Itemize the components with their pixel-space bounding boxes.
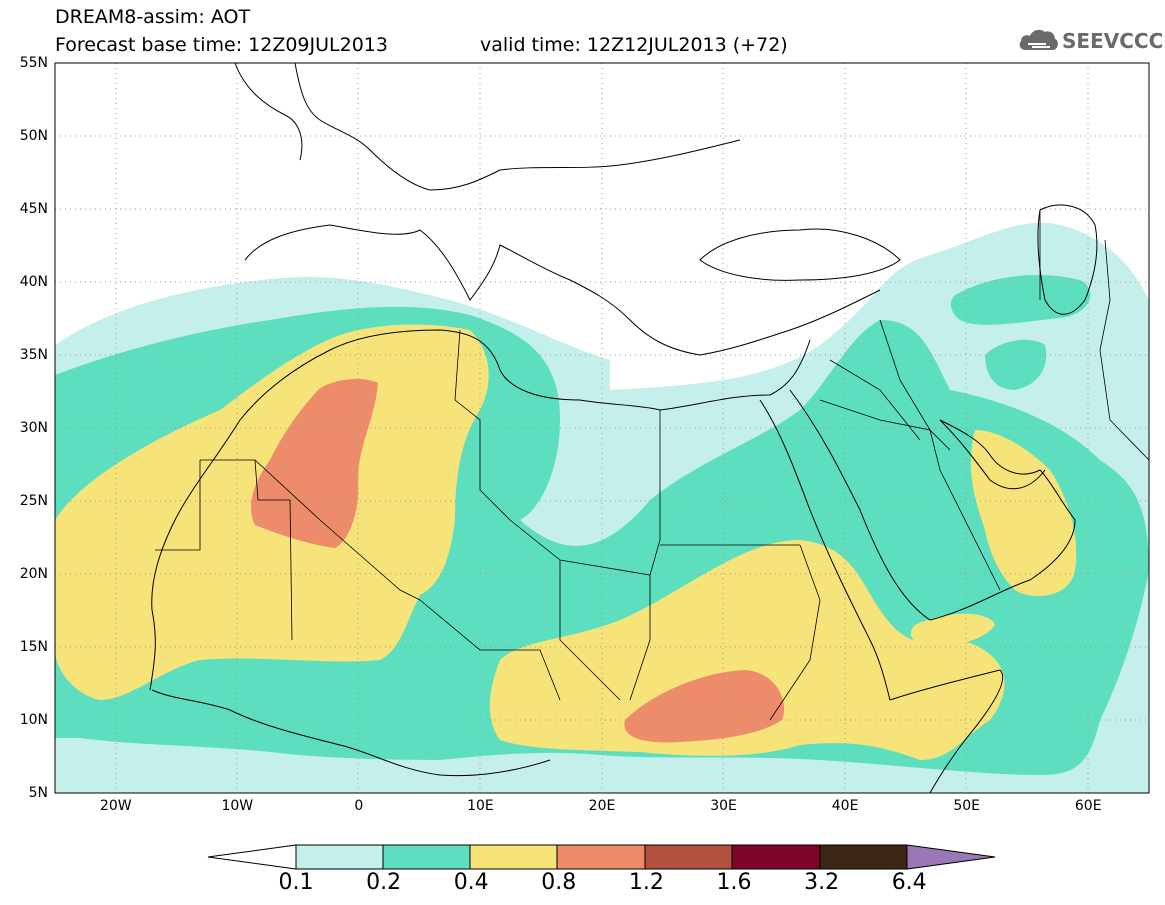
lat-tick-label: 35N [19,347,48,363]
lon-tick-label: 10E [467,798,494,814]
lon-tick-label: 60E [1074,798,1102,814]
lat-tick-label: 20N [19,566,48,582]
colorbar-bin-1.2-1.6 [644,844,733,870]
lat-tick-label: 5N [28,785,48,801]
lon-tick-label: 10W [221,798,254,814]
colorbar-tick-label: 3.2 [804,870,840,895]
country-borders [155,210,1149,721]
lat-tick-label: 50N [19,128,48,144]
lat-tick-label: 30N [19,420,48,436]
colorbar-bin-0.8-1.2 [556,844,646,870]
lat-tick-label: 25N [19,493,48,509]
colorbar-over-triangle [906,844,996,870]
lon-tick-label: 50E [953,798,980,814]
colorbar-tick-label: 1.6 [716,870,752,895]
colorbar-tick-label: 6.4 [891,870,927,895]
colorbar-tick-label: 0.4 [453,870,489,895]
colorbar-tick-label: 1.2 [628,870,664,895]
lon-tick-label: 40E [831,798,859,814]
colorbar-tick-label: 0.8 [541,870,577,895]
colorbar [207,844,996,870]
valid-time: valid time: 12Z12JUL2013 (+72) [480,34,788,56]
lat-tick-label: 45N [19,201,48,217]
map-frame [54,62,1150,794]
cloud-icon [1019,29,1058,50]
logo-text: SEEVCCC [1062,29,1164,53]
colorbar-bin-0.1-0.2 [295,844,384,870]
lat-tick-label: 40N [19,274,48,290]
colorbar-bin-0.4-0.8 [469,844,558,870]
lon-tick-label: 0 [354,798,364,814]
map-title: DREAM8-assim: AOT [55,6,251,28]
colorbar-under-triangle [207,844,297,870]
lon-tick-label: 20E [588,798,616,814]
lat-tick-label: 15N [19,639,48,655]
forecast-base-time: Forecast base time: 12Z09JUL2013 [55,34,388,56]
colorbar-bin-3.2-6.4 [819,844,908,870]
colorbar-bin-1.6-3.2 [731,844,821,870]
lon-tick-label: 20W [99,798,132,814]
colorbar-tick-label: 0.2 [366,870,402,895]
lat-tick-label: 10N [19,712,48,728]
colorbar-tick-label: 0.1 [278,870,314,895]
seevccc-logo: SEEVCCC [1016,24,1163,58]
colorbar-bin-0.2-0.4 [382,844,471,870]
aot-band-0.8-1.2 [250,379,785,743]
lon-tick-label: 30E [710,798,737,814]
lat-tick-label: 55N [19,55,48,71]
